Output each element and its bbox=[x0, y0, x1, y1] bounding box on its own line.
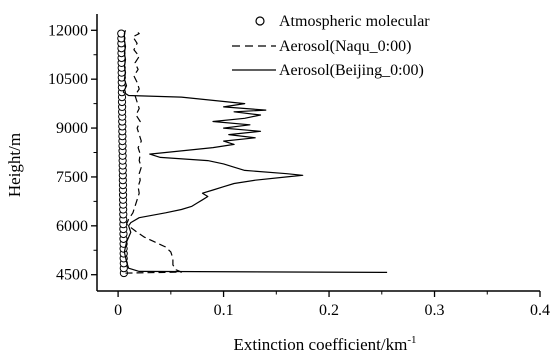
y-tick-label: 7500 bbox=[56, 169, 88, 186]
legend-marker-molecular bbox=[255, 16, 265, 26]
series-molecular bbox=[117, 29, 128, 278]
y-tick-label: 9000 bbox=[56, 120, 88, 137]
y-tick-label: 12000 bbox=[48, 22, 88, 39]
y-axis-title: Height/m bbox=[5, 133, 24, 197]
x-tick-label: 0.1 bbox=[214, 302, 234, 319]
x-axis-title: Extinction coefficient/km-1 bbox=[233, 334, 416, 354]
legend-label-naqu: Aerosol(Naqu_0:00) bbox=[279, 38, 411, 55]
y-tick-label: 10500 bbox=[48, 71, 88, 88]
x-axis-title-main: Extinction coefficient/km bbox=[233, 335, 407, 354]
x-tick-label: 0.4 bbox=[530, 302, 550, 319]
legend: Atmospheric molecular Aerosol(Naqu_0:00)… bbox=[232, 13, 430, 79]
x-axis-title-superscript: -1 bbox=[407, 334, 416, 346]
y-tick-label: 6000 bbox=[56, 218, 88, 235]
x-tick-label: 0.2 bbox=[319, 302, 339, 319]
x-tick-label: 0.3 bbox=[425, 302, 445, 319]
y-tick-label: 4500 bbox=[56, 267, 88, 284]
series-line-beijing bbox=[122, 30, 388, 273]
legend-label-beijing: Aerosol(Beijing_0:00) bbox=[279, 62, 424, 79]
plot-area bbox=[117, 29, 388, 278]
molecular-point bbox=[117, 29, 126, 38]
x-tick-label: 0 bbox=[114, 302, 122, 319]
axes: 0 0.1 0.2 0.3 0.4 4500 6000 7500 9000 10500 12000 bbox=[48, 14, 550, 319]
series-line-naqu bbox=[125, 29, 182, 274]
legend-label-molecular: Atmospheric molecular bbox=[279, 13, 430, 30]
